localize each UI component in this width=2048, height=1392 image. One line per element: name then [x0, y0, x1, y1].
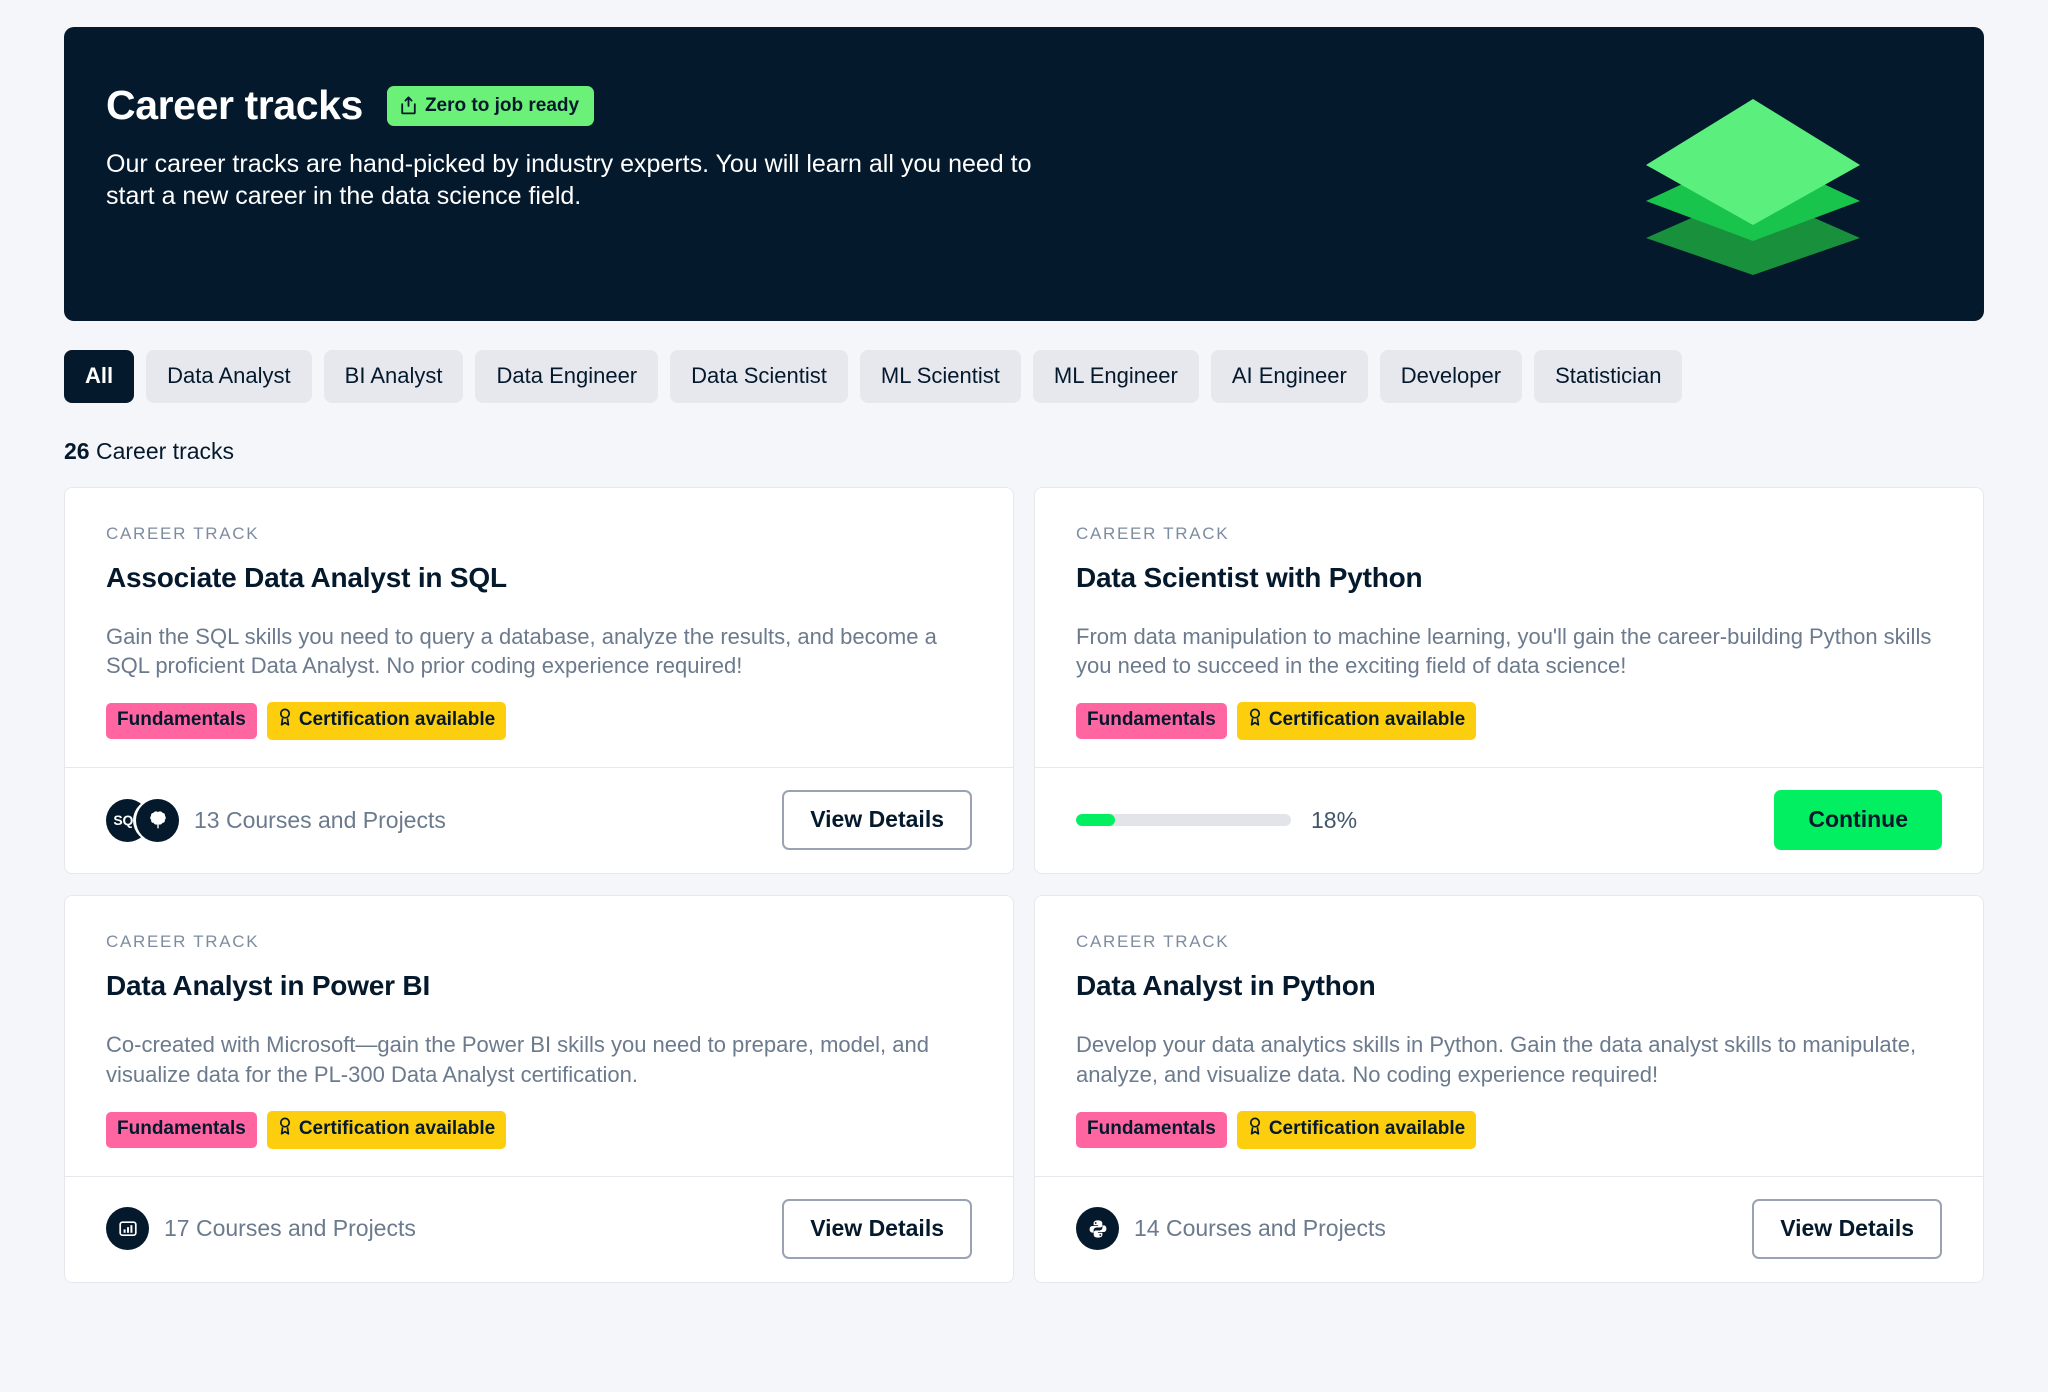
award-icon: [278, 1117, 292, 1142]
card-footer: SQL 13 Courses and Projects View Details: [65, 767, 1013, 873]
career-track-card[interactable]: CAREER TRACK Data Analyst in Power BI Co…: [64, 895, 1014, 1283]
progress-bar-fill: [1076, 814, 1115, 827]
filter-tab-all[interactable]: All: [64, 350, 135, 403]
card-body: CAREER TRACK Data Scientist with Python …: [1035, 488, 1983, 767]
career-track-card[interactable]: CAREER TRACK Data Scientist with Python …: [1034, 486, 1984, 875]
card-tech-icons: SQL: [106, 798, 179, 842]
card-eyebrow: CAREER TRACK: [1076, 523, 1230, 543]
chip-certification-label: Certification available: [1268, 1117, 1466, 1139]
card-chips: Fundamentals Certification available: [1076, 702, 1942, 741]
filter-tab-ai-engineer[interactable]: AI Engineer: [1210, 350, 1368, 403]
filter-tab-data-engineer[interactable]: Data Engineer: [475, 350, 659, 403]
chip-fundamentals: Fundamentals: [1076, 1111, 1227, 1148]
card-tech-icons: [106, 1207, 149, 1251]
card-description: Develop your data analytics skills in Py…: [1076, 1032, 1917, 1087]
card-body: CAREER TRACK Data Analyst in Power BI Co…: [65, 896, 1013, 1175]
power-bi-icon: [106, 1207, 149, 1251]
results-count-label: Career tracks: [95, 437, 235, 464]
filter-tab-statistician[interactable]: Statistician: [1534, 350, 1683, 403]
brain-icon: [136, 798, 179, 842]
card-body: CAREER TRACK Associate Data Analyst in S…: [65, 488, 1013, 767]
career-track-card[interactable]: CAREER TRACK Associate Data Analyst in S…: [64, 486, 1014, 875]
courses-count-label: 13 Courses and Projects: [194, 806, 446, 833]
card-body: CAREER TRACK Data Analyst in Python Deve…: [1035, 896, 1983, 1175]
card-chips: Fundamentals Certification available: [1076, 1110, 1942, 1149]
filter-tab-ml-scientist[interactable]: ML Scientist: [859, 350, 1021, 403]
card-title: Data Analyst in Power BI: [106, 970, 431, 1002]
python-icon: [1076, 1207, 1119, 1251]
progress-section: 18%: [1076, 807, 1357, 834]
card-footer-left: SQL 13 Courses and Projects: [106, 798, 446, 842]
filter-tabs: All Data Analyst BI Analyst Data Enginee…: [64, 350, 1984, 403]
card-title: Data Analyst in Python: [1076, 970, 1376, 1002]
hero-subtitle: Our career tracks are hand-picked by ind…: [106, 150, 1032, 210]
card-title: Data Scientist with Python: [1076, 561, 1423, 593]
hero-title-row: Career tracks Zero to job ready: [106, 85, 1984, 126]
award-icon: [278, 708, 292, 733]
filter-tab-data-analyst[interactable]: Data Analyst: [146, 350, 312, 403]
view-details-button[interactable]: View Details: [1752, 1198, 1942, 1259]
card-eyebrow: CAREER TRACK: [1076, 932, 1230, 952]
continue-button[interactable]: Continue: [1774, 790, 1942, 851]
card-footer: 17 Courses and Projects View Details: [65, 1175, 1013, 1282]
award-icon: [1248, 1117, 1262, 1142]
chip-certification: Certification available: [1236, 702, 1477, 741]
chip-certification-label: Certification available: [1268, 709, 1466, 731]
results-count: 26 Career tracks: [64, 438, 1984, 465]
progress-bar: [1076, 814, 1291, 827]
courses-count-label: 14 Courses and Projects: [1134, 1215, 1386, 1242]
card-tech-icons: [1076, 1207, 1119, 1251]
page-title: Career tracks: [106, 82, 363, 128]
card-eyebrow: CAREER TRACK: [106, 523, 260, 543]
filter-tab-bi-analyst[interactable]: BI Analyst: [323, 350, 464, 403]
card-chips: Fundamentals Certification available: [106, 1110, 972, 1149]
filter-tab-data-scientist[interactable]: Data Scientist: [670, 350, 848, 403]
progress-percent-label: 18%: [1311, 806, 1358, 833]
courses-count-label: 17 Courses and Projects: [164, 1215, 416, 1242]
chip-certification-label: Certification available: [298, 709, 496, 731]
career-track-card[interactable]: CAREER TRACK Data Analyst in Python Deve…: [1034, 895, 1984, 1283]
card-description: Gain the SQL skills you need to query a …: [106, 623, 937, 679]
view-details-button[interactable]: View Details: [782, 1198, 972, 1259]
card-footer: 14 Courses and Projects View Details: [1035, 1175, 1983, 1282]
chip-certification-label: Certification available: [298, 1117, 496, 1139]
view-details-button[interactable]: View Details: [782, 790, 972, 851]
card-chips: Fundamentals Certification available: [106, 702, 972, 741]
filter-tab-ml-engineer[interactable]: ML Engineer: [1032, 350, 1199, 403]
zero-to-job-ready-badge: Zero to job ready: [386, 85, 595, 126]
career-tracks-page: Career tracks Zero to job ready Our care…: [0, 27, 2048, 1392]
results-count-number: 26: [64, 437, 90, 464]
card-footer: 18% Continue: [1035, 767, 1983, 873]
filter-tab-developer[interactable]: Developer: [1379, 350, 1523, 403]
chip-certification: Certification available: [266, 702, 507, 741]
card-description: From data manipulation to machine learni…: [1076, 623, 1932, 679]
career-track-grid: CAREER TRACK Associate Data Analyst in S…: [64, 486, 1984, 1283]
chip-fundamentals: Fundamentals: [1076, 703, 1227, 740]
card-footer-left: 14 Courses and Projects: [1076, 1207, 1386, 1251]
chip-certification: Certification available: [1236, 1110, 1477, 1149]
badge-label: Zero to job ready: [424, 94, 580, 116]
chip-certification: Certification available: [266, 1110, 507, 1149]
chip-fundamentals: Fundamentals: [106, 703, 257, 740]
upload-icon: [400, 96, 417, 115]
chip-fundamentals: Fundamentals: [106, 1111, 257, 1148]
award-icon: [1248, 708, 1262, 733]
card-footer-left: 17 Courses and Projects: [106, 1207, 416, 1251]
hero-banner: Career tracks Zero to job ready Our care…: [64, 27, 1984, 321]
card-title: Associate Data Analyst in SQL: [106, 561, 507, 593]
card-description: Co-created with Microsoft—gain the Power…: [106, 1032, 929, 1087]
card-eyebrow: CAREER TRACK: [106, 932, 260, 952]
stacked-layers-icon: [1638, 73, 1868, 283]
